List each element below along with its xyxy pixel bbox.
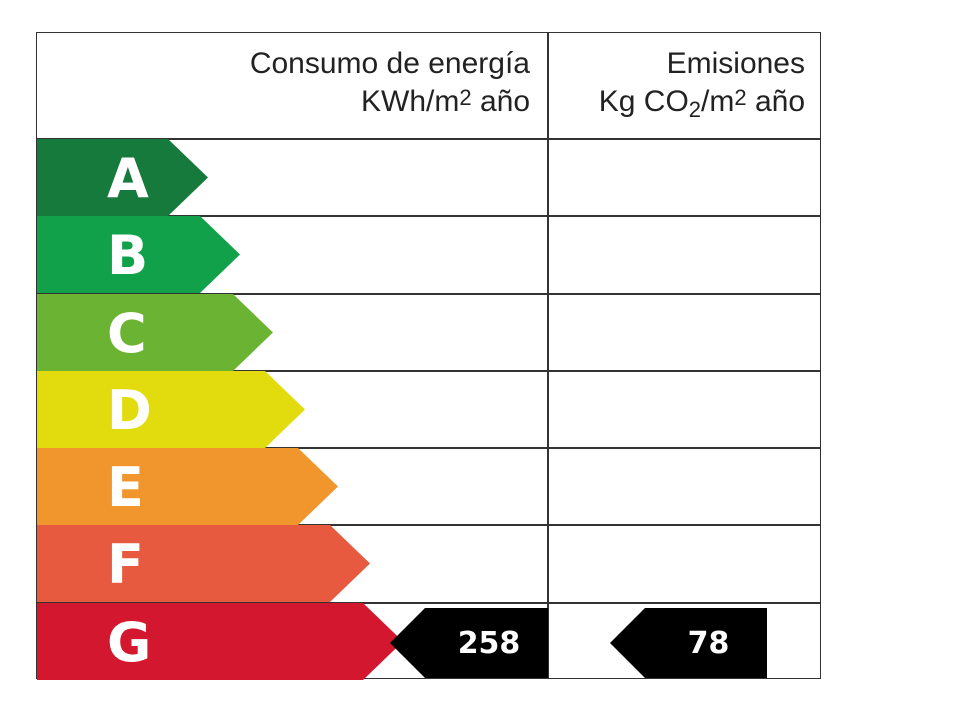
row-divider — [36, 602, 821, 604]
emissions-unit-text: /m — [701, 85, 735, 118]
emissions-value-marker: 78 — [610, 608, 767, 678]
emissions-unit-sub: 2 — [688, 97, 702, 122]
emissions-header: Emisiones Kg CO2/m2 año — [552, 45, 805, 121]
energy-label-table — [36, 32, 821, 679]
column-divider — [547, 32, 549, 679]
row-divider — [36, 215, 821, 217]
energy-value-marker: 258 — [390, 608, 548, 678]
rating-letter: D — [107, 379, 152, 442]
emissions-unit-text: Kg CO — [598, 85, 689, 118]
emissions-header-title: Emisiones — [666, 47, 805, 80]
row-divider — [36, 447, 821, 449]
energy-unit-text: KWh/m — [361, 85, 460, 118]
energy-header-unit: KWh/m2 año — [60, 83, 530, 121]
rating-letter: G — [107, 611, 152, 674]
row-divider — [36, 293, 821, 295]
energy-unit-text: año — [471, 85, 530, 118]
row-divider — [36, 524, 821, 526]
emissions-header-unit: Kg CO2/m2 año — [552, 83, 805, 121]
rating-letter: B — [107, 224, 149, 287]
energy-header-title: Consumo de energía — [249, 47, 530, 80]
energy-consumption-header: Consumo de energía KWh/m2 año — [60, 45, 530, 121]
energy-unit-sup: 2 — [459, 85, 472, 110]
emissions-unit-text: año — [746, 85, 805, 118]
rating-letter: C — [107, 302, 147, 365]
emissions-unit-sup: 2 — [734, 85, 747, 110]
row-divider — [36, 138, 821, 140]
energy-value: 258 — [457, 626, 521, 661]
rating-letter: E — [107, 456, 144, 519]
row-divider — [36, 370, 821, 372]
rating-letter: A — [107, 147, 149, 210]
rating-letter: F — [107, 533, 144, 596]
emissions-value: 78 — [687, 626, 730, 661]
